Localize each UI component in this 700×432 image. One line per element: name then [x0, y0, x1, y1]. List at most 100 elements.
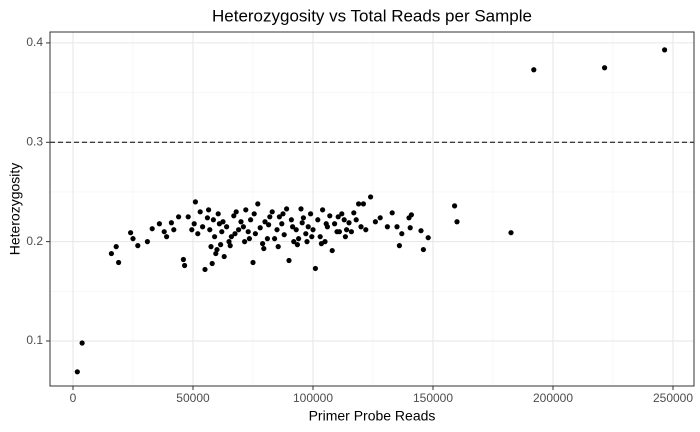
point — [399, 231, 405, 237]
x-axis-label: Primer Probe Reads — [309, 408, 436, 424]
point — [189, 227, 195, 233]
x-tick-label: 200000 — [533, 391, 573, 405]
point — [195, 231, 201, 237]
point — [298, 206, 304, 212]
point — [180, 256, 186, 263]
point — [171, 227, 177, 233]
point — [303, 231, 309, 237]
x-tick-label: 250000 — [653, 391, 693, 405]
point — [319, 207, 326, 213]
chart-title: Heterozygosity vs Total Reads per Sample — [212, 6, 532, 25]
point — [323, 221, 329, 227]
point — [214, 246, 220, 253]
point — [454, 219, 460, 225]
point — [305, 224, 311, 230]
point — [312, 265, 318, 272]
point — [360, 201, 366, 207]
x-tick-label: 100000 — [293, 391, 333, 405]
point — [233, 209, 239, 215]
point — [168, 220, 174, 226]
point — [108, 250, 114, 257]
point — [130, 236, 136, 242]
point — [210, 217, 216, 223]
point — [425, 235, 431, 241]
point — [293, 227, 299, 233]
point — [299, 220, 305, 226]
point — [351, 210, 357, 216]
point — [74, 369, 80, 375]
point — [228, 234, 234, 240]
point — [226, 239, 232, 245]
point — [219, 229, 225, 235]
point — [310, 227, 316, 233]
point — [304, 239, 310, 245]
point — [220, 219, 226, 225]
point — [221, 253, 227, 260]
point — [192, 199, 198, 205]
point — [113, 244, 119, 250]
point — [175, 214, 182, 220]
point — [262, 219, 268, 225]
point — [247, 217, 254, 223]
point — [79, 340, 85, 346]
point — [348, 229, 354, 235]
point — [231, 213, 237, 219]
point — [181, 262, 188, 269]
point — [161, 229, 167, 235]
point — [243, 207, 249, 213]
point — [294, 242, 300, 248]
point — [191, 221, 197, 227]
point — [335, 214, 341, 220]
point — [451, 203, 458, 209]
point — [227, 243, 233, 249]
point — [232, 231, 238, 237]
point — [353, 217, 359, 223]
point — [289, 224, 296, 230]
y-tick-label: 0.2 — [26, 234, 43, 248]
point — [185, 214, 191, 220]
y-tick-label: 0.3 — [26, 134, 43, 148]
point — [197, 209, 203, 215]
point — [377, 215, 383, 221]
point — [275, 244, 281, 250]
point — [209, 260, 215, 267]
point — [274, 227, 280, 233]
point — [372, 219, 378, 225]
point — [407, 225, 413, 231]
point — [331, 221, 338, 227]
point — [531, 67, 537, 73]
point — [339, 211, 345, 217]
point — [199, 224, 206, 230]
point — [265, 222, 272, 228]
panel-border — [49, 31, 695, 387]
y-tick-label: 0.1 — [26, 333, 43, 347]
point — [135, 243, 141, 249]
point — [163, 234, 170, 240]
y-axis-label: Heterozygosity — [7, 163, 23, 256]
point — [280, 211, 286, 217]
point — [281, 232, 287, 238]
point — [315, 217, 321, 223]
point — [279, 221, 285, 227]
point — [300, 215, 306, 221]
point — [257, 225, 263, 231]
point — [341, 217, 347, 223]
point — [259, 241, 266, 247]
point — [208, 244, 214, 250]
point — [205, 207, 212, 213]
x-tick-label: 150000 — [413, 391, 453, 405]
x-tick-label: 0 — [70, 391, 77, 405]
point — [318, 241, 324, 247]
point — [127, 230, 134, 236]
point — [418, 228, 424, 234]
point — [420, 246, 426, 253]
point — [317, 234, 323, 240]
point — [246, 236, 252, 242]
point — [343, 227, 350, 233]
point — [251, 211, 257, 217]
point — [342, 234, 348, 240]
point — [240, 224, 246, 230]
point — [215, 211, 221, 217]
point — [367, 194, 374, 200]
